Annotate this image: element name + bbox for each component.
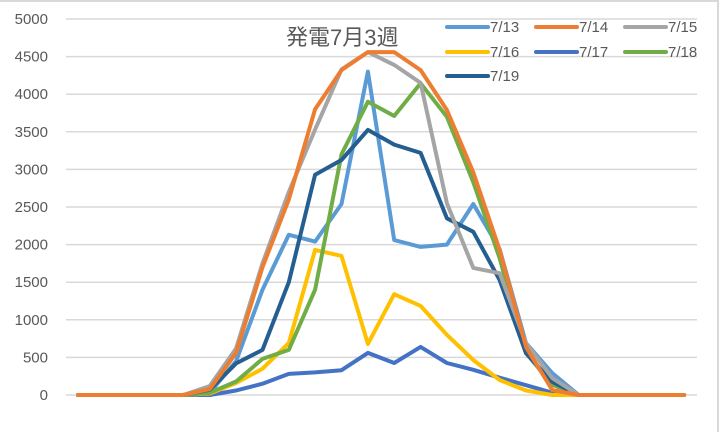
- legend-label: 7/19: [490, 68, 519, 85]
- legend-label: 7/13: [490, 19, 519, 36]
- y-tick-label: 1000: [15, 312, 48, 329]
- y-tick-label: 4500: [15, 49, 48, 66]
- y-tick-label: 1500: [15, 274, 48, 291]
- legend-item: 7/19: [445, 68, 519, 85]
- series-line-7-18: [76, 81, 687, 397]
- y-tick-label: 0: [40, 387, 48, 404]
- legend-label: 7/17: [579, 44, 608, 61]
- legend-item: 7/18: [623, 44, 697, 61]
- legend-label: 7/16: [490, 44, 519, 61]
- y-tick-label: 5000: [15, 11, 48, 28]
- y-tick-label: 500: [23, 349, 48, 366]
- legend: 7/13 7/14 7/15 7/16 7/17 7/18 7/19: [445, 19, 697, 85]
- gridlines: [66, 18, 697, 396]
- series-lines: [76, 50, 687, 397]
- chart-border-right: [717, 0, 719, 432]
- legend-item: 7/14: [534, 19, 608, 36]
- legend-label: 7/15: [668, 19, 697, 36]
- chart-border-top: [0, 0, 718, 2]
- legend-label: 7/14: [579, 19, 608, 36]
- y-tick-label: 3500: [15, 124, 48, 141]
- y-tick-label: 3000: [15, 161, 48, 178]
- legend-item: 7/17: [534, 44, 608, 61]
- series-line-7-17: [76, 344, 687, 397]
- legend-item: 7/16: [445, 44, 519, 61]
- series-line-7-13: [76, 69, 687, 397]
- legend-label: 7/18: [668, 44, 697, 61]
- series-line-7-14: [76, 50, 687, 397]
- series-line-7-15: [76, 50, 687, 397]
- chart-title: 発電7月3週: [286, 25, 398, 50]
- y-tick-label: 2500: [15, 199, 48, 216]
- y-axis: 0 500 1000 1500 2000 2500 3000 3500 4000 4500 5000: [15, 11, 48, 404]
- y-tick-label: 2000: [15, 237, 48, 254]
- legend-item: 7/13: [445, 19, 519, 36]
- legend-item: 7/15: [623, 19, 697, 36]
- y-tick-label: 4000: [15, 86, 48, 103]
- series-line-7-16: [76, 247, 687, 397]
